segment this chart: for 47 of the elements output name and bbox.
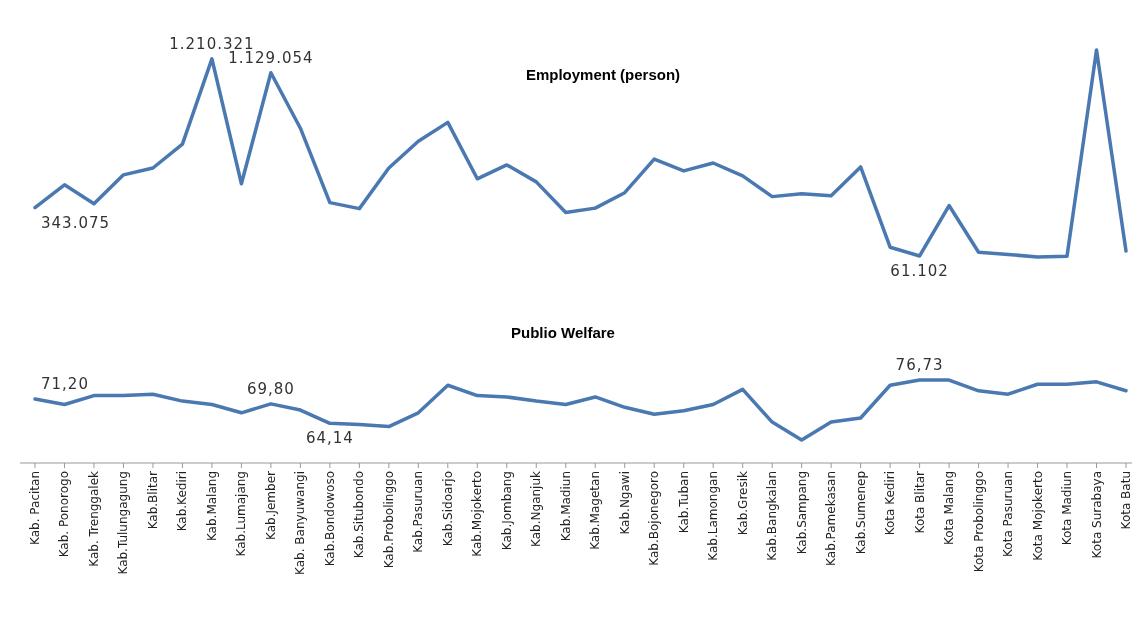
x-tick-label: Kab.Tulungagung — [116, 471, 131, 575]
x-tick-label: Kab. Ponorogo — [57, 471, 72, 558]
data-label: 76,73 — [895, 356, 944, 374]
x-tick-label: Kab.Pasuruan — [411, 471, 426, 553]
x-tick-label: Kab.Lamongan — [706, 471, 721, 561]
x-tick-label: Kota Pasuruan — [1001, 471, 1016, 557]
x-tick-label: Kota Kediri — [883, 471, 898, 536]
x-tick-label: Kab.Ngawi — [617, 471, 632, 535]
x-tick-label: Kab.Situbondo — [352, 471, 367, 559]
data-label: 69,80 — [246, 379, 295, 398]
x-tick-label: Kab.Magetan — [588, 471, 603, 550]
x-tick-label: Kota Blitar — [912, 470, 927, 534]
x-tick-label: Kab.Bangkalan — [765, 471, 780, 561]
text: Employment (person) — [525, 66, 681, 83]
x-tick-label: Kab. Banyuwangi — [293, 471, 308, 575]
x-tick-label: Kab. Pacitan — [28, 471, 42, 545]
x-tick-label: Kota Batu — [1119, 471, 1133, 530]
x-tick-label: Kab.Gresik — [735, 470, 750, 536]
x-tick-label: Kab.Tuban — [676, 471, 691, 534]
data-label: 64,14 — [305, 429, 354, 448]
x-tick-label: Kab.Sampang — [794, 471, 809, 555]
data-label: 1.129.054 — [228, 48, 314, 67]
x-tick-label: Kota Surabaya — [1089, 471, 1104, 559]
x-tick-label: Kab.Lumajang — [234, 471, 249, 557]
x-tick-label: Kab.Blitar — [145, 470, 160, 530]
x-tick-label: Kab.Jember — [263, 470, 278, 540]
data-label: 71,20 — [41, 375, 89, 394]
data-label: 61.102 — [890, 261, 949, 280]
x-tick-label: Kab.Sumenep — [853, 471, 868, 555]
x-tick-label: Kota Malang — [942, 471, 957, 546]
x-tick-label: Kab.Pamekasan — [824, 471, 839, 566]
x-tick-label: Kota Madiun — [1060, 471, 1075, 546]
x-tick-label: Kota Probolinggo — [971, 471, 986, 573]
x-tick-label: Kab.Bondowoso — [322, 471, 337, 567]
x-tick-label: Kab.Bojonegoro — [647, 471, 662, 566]
x-tick-label: Kab.Probolinggo — [381, 471, 396, 569]
x-tick-label: Kota Mojokerto — [1030, 471, 1045, 561]
x-tick-label: Kab.Madiun — [558, 471, 573, 542]
x-tick-label: Kab. Trenggalek — [86, 470, 101, 567]
data-label: 343.075 — [41, 213, 111, 232]
x-tick-label: Kab.Jombang — [499, 471, 514, 551]
chart-title: Publio Welfare — [511, 324, 615, 341]
x-tick-label: Kab.Sidoarjo — [440, 471, 455, 547]
x-tick-label: Kab.Malang — [204, 471, 219, 542]
x-tick-label: Kab.Kediri — [175, 471, 190, 532]
x-tick-label: Kab.Nganjuk — [529, 470, 544, 547]
x-tick-label: Kab.Mojokerto — [470, 471, 485, 557]
